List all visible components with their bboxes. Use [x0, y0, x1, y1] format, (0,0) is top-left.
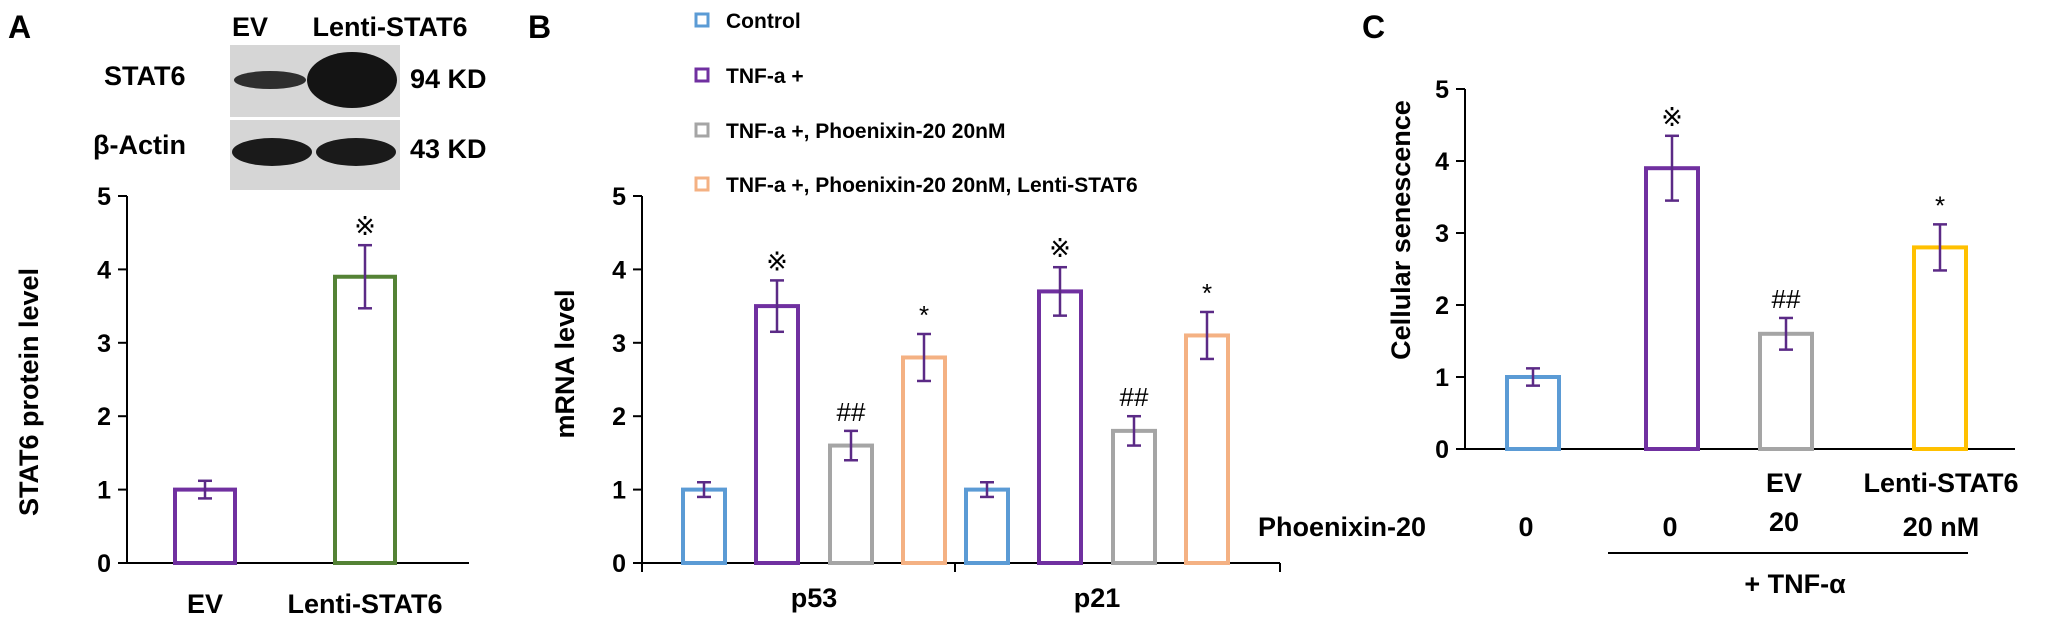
- panel-c-y-tick-label: 5: [1435, 76, 1449, 104]
- dose-label-control: 0: [1518, 512, 1533, 542]
- panel-c-y-tick-label: 0: [1435, 436, 1449, 464]
- panel-letter-b: B: [528, 9, 551, 45]
- blot-size-actin: 43 KD: [410, 134, 487, 164]
- panel-b-legend: Control TNF-a + TNF-a +, Phoenixin-20 20…: [694, 10, 1138, 197]
- blot-row-stat6: STAT6: [104, 61, 186, 91]
- panel-b-y-tick-label: 3: [612, 330, 626, 358]
- panel-letter-a: A: [8, 9, 31, 45]
- legend-label-control: Control: [726, 10, 801, 33]
- panel-c-y-tick-label: 1: [1435, 364, 1449, 392]
- panel-b-p21-series-3-significance-mark: *: [1202, 278, 1212, 308]
- panel-b-p21-series-2-bar: [1111, 428, 1157, 565]
- blot-band-actin-lenti: [316, 138, 396, 166]
- dose-label-ev: 20: [1769, 507, 1799, 537]
- panel-b-p21-series-3-bar: [1184, 333, 1230, 565]
- panel-b-p53-series-3-significance-mark: *: [919, 300, 929, 330]
- panel-c-chart: 0 1 2 3 4 5 ※ ## *: [1435, 76, 2015, 464]
- legend-swatch-tnf: [694, 67, 710, 83]
- panel-c-y-tick-label: 2: [1435, 292, 1449, 320]
- panel-b-p21-series-1-significance-mark: ※: [1049, 233, 1071, 263]
- panel-b-y-axis-title: mRNA level: [550, 289, 580, 438]
- panel-a-y-tick-label: 2: [97, 403, 111, 431]
- blot-row-actin: β-Actin: [93, 130, 186, 160]
- panel-c-group-3-bar: [1912, 245, 1968, 451]
- panel-c-y-tick-label: 4: [1435, 148, 1449, 176]
- panel-a-y-axis-title: STAT6 protein level: [14, 268, 44, 516]
- panel-a-y-tick-label: 1: [97, 477, 111, 505]
- panel-a-y-tick-label: 4: [97, 256, 111, 284]
- panel-b-p53-series-0-bar: [681, 487, 727, 566]
- panel-b-y-tick-label: 0: [612, 550, 626, 578]
- panel-a-x-category-label: Lenti-STAT6: [288, 589, 443, 618]
- panel-b-p21-series-1-bar: [1037, 289, 1083, 565]
- legend-swatch-tnf-phoenixin-lenti: [694, 176, 710, 192]
- panel-c-group-2-significance-mark: ##: [1772, 284, 1801, 314]
- dose-label-lenti: 20 nM: [1903, 512, 1980, 542]
- legend-swatch-tnf-phoenixin: [694, 122, 710, 138]
- panel-b-x-category-label: p53: [791, 583, 838, 613]
- panel-c-group-2-bar: [1758, 331, 1814, 451]
- panel-c-y-axis-title: Cellular senescence: [1386, 100, 1416, 360]
- panel-b-y-tick-label: 1: [612, 477, 626, 505]
- panel-a-y-tick-label: 0: [97, 550, 111, 578]
- panel-a-x-category-label: EV: [187, 589, 223, 618]
- panel-c-group-1-significance-mark: ※: [1661, 102, 1683, 132]
- legend-label-tnf: TNF-a +: [726, 65, 804, 88]
- panel-b: B Control TNF-a + TNF-a +, Phoenixin-20 …: [528, 9, 1281, 613]
- blot-lane-lenti: Lenti-STAT6: [313, 12, 468, 42]
- group-label-ev: EV: [1766, 468, 1802, 498]
- panel-a-lenti-stat6-bar: [333, 274, 397, 565]
- dose-label-tnf: 0: [1662, 512, 1677, 542]
- phoenixin-row-label: Phoenixin-20: [1258, 512, 1426, 542]
- legend-swatch-control: [694, 12, 710, 28]
- panel-b-p53-series-1-bar: [754, 304, 800, 565]
- panel-c-group-0-bar: [1505, 375, 1561, 451]
- blot-band-stat6-ev: [234, 71, 306, 89]
- panel-a-chart: 0 1 2 3 4 5 EV ※ Lenti-STAT6: [97, 183, 469, 618]
- panel-b-p53-series-2-significance-mark: ##: [837, 397, 866, 427]
- panel-c-group-1-bar: [1644, 166, 1700, 451]
- panel-c: C Cellular senescence 0 1 2 3 4 5 ※ ## * Phoenix…: [1258, 9, 2019, 599]
- panel-b-chart: 0 1 2 3 4 5 ※ ## * p53 ※ ## * p21: [612, 183, 1281, 613]
- panel-b-p21-series-0-bar: [964, 487, 1010, 566]
- panel-a-y-tick-label: 3: [97, 330, 111, 358]
- panel-a: A EV Lenti-STAT6 STAT6 β-Actin 94 KD 43 …: [8, 9, 487, 618]
- legend-label-tnf-phoenixin-lenti: TNF-a +, Phoenixin-20 20nM, Lenti-STAT6: [726, 174, 1138, 197]
- blot-size-stat6: 94 KD: [410, 64, 487, 94]
- blot-band-actin-ev: [232, 138, 312, 166]
- panel-b-p53-series-2-bar: [828, 443, 874, 565]
- group-label-lenti: Lenti-STAT6: [1864, 468, 2019, 498]
- panel-a-ev-bar: [173, 487, 237, 566]
- panel-b-y-tick-label: 4: [612, 256, 626, 284]
- legend-label-tnf-phoenixin: TNF-a +, Phoenixin-20 20nM: [726, 120, 1005, 143]
- blot-band-stat6-lenti: [307, 52, 397, 108]
- panel-b-y-tick-label: 5: [612, 183, 626, 211]
- panel-b-x-category-label: p21: [1074, 583, 1121, 613]
- panel-b-y-tick-label: 2: [612, 403, 626, 431]
- blot-lane-ev: EV: [232, 12, 268, 42]
- panel-b-p53-series-1-significance-mark: ※: [766, 246, 788, 276]
- tnf-group-label: + TNF-α: [1744, 569, 1846, 599]
- panel-c-y-tick-label: 3: [1435, 220, 1449, 248]
- panel-letter-c: C: [1362, 9, 1385, 45]
- western-blot: EV Lenti-STAT6 STAT6 β-Actin 94 KD 43 KD: [93, 12, 487, 190]
- panel-c-group-3-significance-mark: *: [1935, 190, 1945, 220]
- panel-b-p53-series-3-bar: [901, 355, 947, 566]
- panel-a-y-tick-label: 5: [97, 183, 111, 211]
- panel-b-p21-series-2-significance-mark: ##: [1120, 382, 1149, 412]
- panel-a-lenti-stat6-significance-mark: ※: [354, 211, 376, 241]
